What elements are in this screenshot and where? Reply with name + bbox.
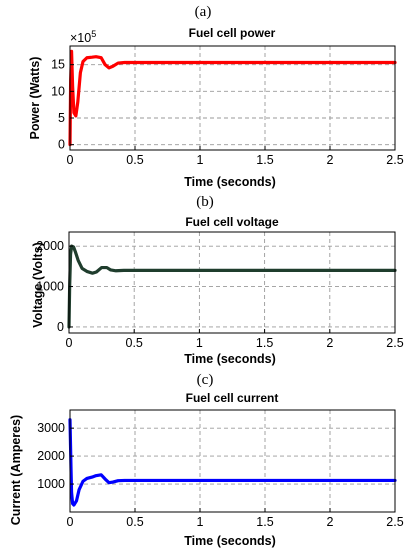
x-tick-label: 2: [326, 336, 333, 350]
x-tick-label: 1.5: [256, 336, 273, 350]
y-tick-label: 1000: [37, 477, 65, 491]
panel-voltage: (b) Fuel cell voltage Voltage (Volts) Ti…: [31, 194, 404, 366]
plot-frame: [68, 231, 396, 334]
y-tick-label: 2000: [37, 449, 65, 463]
panel-current: (c) Fuel cell current Current (Amperes) …: [9, 372, 404, 548]
chart-title-current: Fuel cell current: [186, 391, 279, 405]
y-multiplier-exponent: 5: [91, 29, 96, 39]
y-tick-label: 1000: [36, 280, 64, 294]
panel-label-a: (a): [195, 4, 212, 20]
y-tick-label: 2000: [36, 239, 64, 253]
x-tick-label: 1.5: [256, 153, 273, 167]
x-tick-label: 0.5: [126, 515, 143, 529]
series-line: [68, 418, 397, 507]
y-axis-label-current: Current (Amperes): [9, 415, 23, 525]
plot-frame: [69, 409, 396, 513]
panel-power: (a) Fuel cell power ×105 Power (Watts) T…: [28, 4, 404, 189]
y-tick-label: 3000: [37, 421, 65, 435]
panel-label-c: (c): [197, 372, 214, 388]
x-tick-label: 1.5: [256, 515, 273, 529]
x-axis-label-voltage: Time (seconds): [184, 352, 275, 366]
plot-area-voltage: 0 0.5 1 1.5 2 2.5 0 1000 2000: [36, 231, 404, 350]
x-tick-label: 0.5: [126, 153, 143, 167]
x-tick-label: 2.5: [386, 153, 403, 167]
plot-area-power: 0 0.5 1 1.5 2 2.5 0 5 10 15: [51, 45, 404, 167]
plot-area-current: 0 0.5 1 1.5 2 2.5 1000 2000 3000: [37, 409, 404, 529]
y-tick-label: 15: [51, 58, 65, 72]
x-tick-label: 0: [67, 153, 74, 167]
x-tick-label: 1: [197, 153, 204, 167]
y-tick-label: 0: [58, 138, 65, 152]
y-tick-label: 0: [57, 320, 64, 334]
series-line: [68, 49, 397, 147]
y-axis-label-power: Power (Watts): [28, 57, 42, 140]
y-multiplier-base: ×10: [70, 31, 91, 45]
plot-frame: [69, 45, 396, 151]
panel-label-b: (b): [196, 194, 214, 210]
chart-title-voltage: Fuel cell voltage: [185, 215, 279, 229]
y-axis-label-voltage: Voltage (Volts): [31, 242, 45, 328]
y-tick-label: 10: [51, 84, 65, 98]
x-axis-label-power: Time (seconds): [184, 175, 275, 189]
x-tick-label: 0: [66, 336, 73, 350]
x-axis-label-current: Time (seconds): [184, 534, 275, 548]
x-tick-label: 0.5: [126, 336, 143, 350]
x-tick-label: 0: [67, 515, 74, 529]
x-tick-label: 2.5: [386, 336, 403, 350]
x-tick-label: 2: [327, 153, 334, 167]
x-tick-label: 2.5: [386, 515, 403, 529]
chart-title-power: Fuel cell power: [189, 26, 276, 40]
y-tick-label: 5: [58, 111, 65, 125]
x-tick-label: 1: [196, 336, 203, 350]
y-multiplier-power: ×105: [70, 29, 96, 45]
x-tick-label: 1: [197, 515, 204, 529]
x-tick-label: 2: [327, 515, 334, 529]
